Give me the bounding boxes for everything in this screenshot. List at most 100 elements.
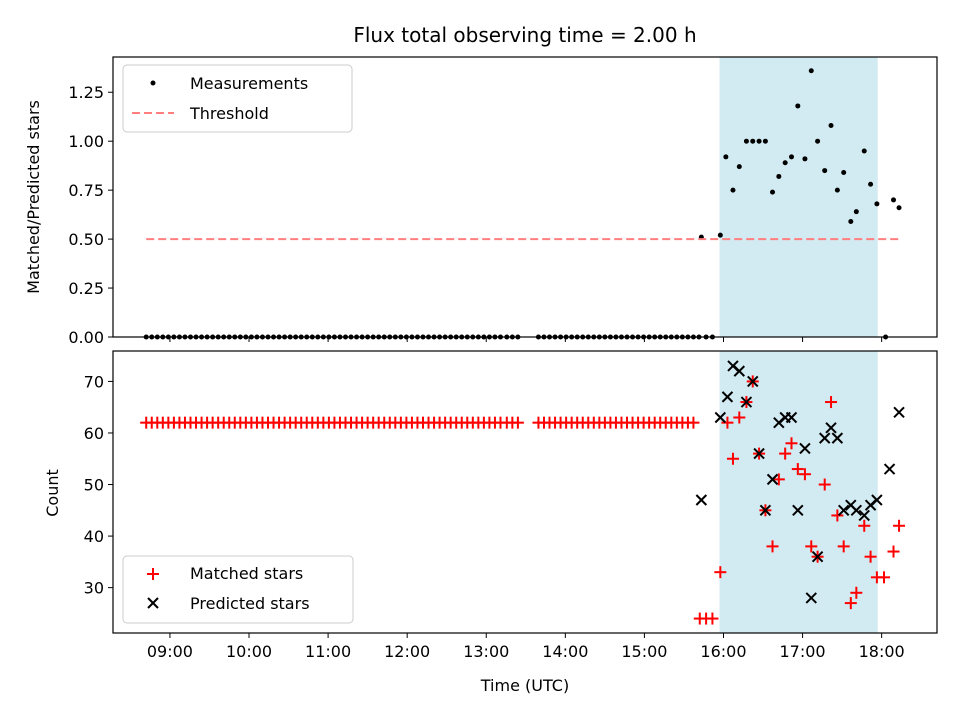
measurements-point — [743, 138, 749, 144]
x-tick-label: 09:00 — [147, 642, 193, 661]
bottom-y-axis-label: Count — [43, 469, 62, 517]
legend-measurements-label: Measurements — [190, 74, 308, 93]
measurements-point — [802, 156, 808, 162]
matched-stars-point — [893, 519, 906, 532]
measurements-point — [762, 138, 768, 144]
bottom-y-tick-label: 70 — [84, 372, 104, 391]
legend-matched-label: Matched stars — [190, 564, 303, 583]
measurements-point — [822, 168, 828, 174]
top-legend: Measurements Threshold — [122, 64, 353, 133]
top-y-tick-label: 0.75 — [68, 181, 104, 200]
bottom-panel-axes: 09:00 10:00 11:00 12:00 13:00 14:00 15:00 16:00… — [84, 372, 905, 661]
matched-stars-point — [805, 540, 818, 553]
measurements-point — [808, 68, 814, 74]
measurements-point — [861, 148, 867, 154]
x-tick-label: 11:00 — [305, 642, 351, 661]
measurements-point — [848, 218, 854, 224]
top-y-tick-label: 0.25 — [68, 279, 104, 298]
matched-stars-point — [844, 597, 857, 610]
x-tick-label: 16:00 — [700, 642, 746, 661]
measurements-point — [788, 154, 794, 160]
matched-stars-point — [706, 612, 719, 625]
matched-stars-point — [779, 447, 792, 460]
predicted-stars-point — [893, 406, 905, 419]
measurements-point — [770, 189, 776, 195]
top-y-tick-label: 1.25 — [68, 83, 104, 102]
bottom-y-tick-label: 50 — [84, 476, 104, 495]
predicted-stars-point — [805, 592, 817, 604]
bottom-y-tick-label: 30 — [84, 579, 104, 598]
matched-stars-point — [772, 473, 785, 486]
top-y-axis-label: Matched/Predicted stars — [24, 100, 43, 294]
measurements-point — [891, 197, 897, 203]
matched-stars-point — [733, 411, 746, 424]
x-tick-label: 10:00 — [226, 642, 272, 661]
matched-stars-point — [714, 566, 727, 579]
measurements-point — [795, 103, 801, 109]
top-y-tick-label: 1.00 — [68, 132, 104, 151]
bottom-panel — [719, 351, 878, 633]
matched-stars-point — [887, 545, 900, 558]
measurements-point — [815, 138, 821, 144]
predicted-stars-point — [825, 422, 837, 434]
matched-stars-point — [511, 416, 524, 429]
legend-predicted-label: Predicted stars — [190, 594, 310, 613]
x-tick-label: 12:00 — [384, 642, 430, 661]
predicted-stars-point — [831, 432, 844, 444]
bottom-shaded-interval — [719, 351, 878, 633]
predicted-stars-point — [858, 509, 870, 522]
matched-stars-point — [798, 468, 811, 481]
predicted-stars-point — [714, 411, 727, 424]
bottom-panel-frame — [112, 350, 938, 634]
predicted-stars-point — [819, 432, 831, 444]
top-panel — [719, 57, 878, 337]
matched-stars-point — [726, 452, 739, 465]
matched-stars-point — [858, 519, 871, 532]
top-legend-box — [122, 64, 353, 133]
chart-title: Flux total observing time = 2.00 h — [353, 23, 696, 47]
predicted-stars-point — [747, 375, 759, 388]
matched-stars-point — [837, 540, 850, 553]
measurements-point — [868, 181, 874, 187]
legend-predicted-marker — [147, 597, 159, 609]
matched-stars-point — [721, 416, 734, 429]
top-y-tick-label: 0.00 — [68, 328, 104, 347]
predicted-stars-point — [721, 391, 734, 403]
measurements-point — [896, 205, 902, 211]
measurements-point — [730, 187, 736, 193]
predicted-stars-point — [766, 473, 779, 486]
top-y-tick-label: 0.50 — [68, 230, 104, 249]
predicted-stars-point — [785, 411, 798, 424]
matched-stars-point — [831, 509, 844, 522]
predicted-stars-point — [753, 447, 765, 460]
measurements-point — [834, 187, 840, 193]
measurements-point — [736, 164, 742, 170]
matched-stars-point — [791, 463, 804, 476]
predicted-stars-point — [811, 550, 824, 563]
measurements-point — [874, 201, 880, 207]
measurements-point — [782, 160, 788, 166]
measurements-point — [723, 154, 729, 160]
top-shaded-interval — [719, 57, 878, 337]
predicted-stars-point — [871, 494, 883, 506]
x-tick-label: 17:00 — [780, 642, 826, 661]
predicted-stars-point — [695, 494, 708, 506]
predicted-stars-point — [883, 463, 896, 475]
x-tick-label: 14:00 — [542, 642, 588, 661]
predicted-stars-point — [740, 396, 753, 408]
bottom-y-tick-label: 40 — [84, 527, 104, 546]
measurements-point — [717, 232, 723, 238]
bottom-legend-box — [122, 555, 354, 624]
predicted-stars-point — [759, 504, 772, 517]
predicted-stars-point — [850, 504, 863, 517]
measurements-point — [828, 123, 834, 129]
measurements-point — [853, 209, 859, 215]
matched-stars-point — [766, 540, 779, 553]
legend-threshold-label: Threshold — [189, 104, 269, 123]
bottom-panel-data — [140, 360, 906, 625]
x-tick-label: 13:00 — [463, 642, 509, 661]
top-panel-frame — [112, 56, 938, 338]
matched-stars-point — [818, 478, 831, 491]
predicted-stars-point — [799, 442, 811, 455]
